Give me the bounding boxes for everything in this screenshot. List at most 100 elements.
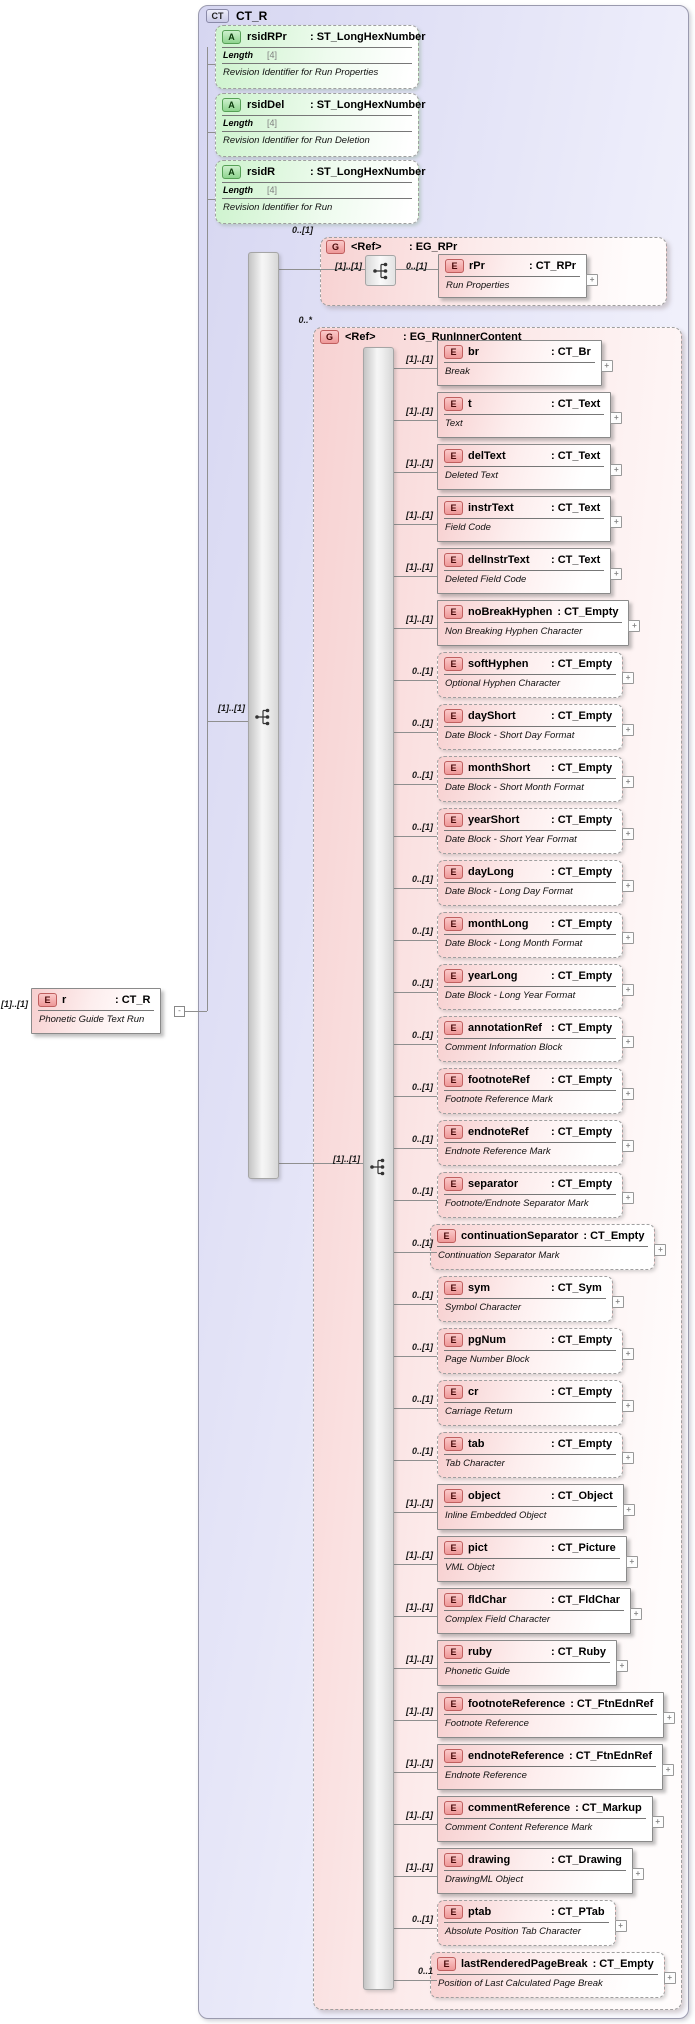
expand-button[interactable]: + xyxy=(622,1348,635,1360)
element-box-footnoteRef[interactable]: E footnoteRef : CT_Empty Footnote Refere… xyxy=(437,1068,635,1114)
connector-line xyxy=(392,888,437,889)
element-header: E drawing : CT_Drawing xyxy=(438,1849,632,1870)
attribute-annotation: Revision Identifier for Run Deletion xyxy=(223,135,370,146)
element-header: E continuationSeparator : CT_Empty xyxy=(431,1225,654,1246)
element-box-footnoteReference[interactable]: E footnoteReference : CT_FtnEdnRef Footn… xyxy=(437,1692,676,1738)
element-box-rPr[interactable]: E rPr : CT_RPr Run Properties + xyxy=(438,254,599,298)
divider xyxy=(444,726,617,727)
element-box-yearShort[interactable]: E yearShort : CT_Empty Date Block - Shor… xyxy=(437,808,635,854)
attribute-box-rsidRPr[interactable]: A rsidRPr : ST_LongHexNumber Length [4] … xyxy=(215,25,426,89)
element-annotation: Deleted Text xyxy=(445,470,498,481)
expand-button[interactable]: + xyxy=(622,724,635,736)
expand-button[interactable]: + xyxy=(628,620,641,632)
expand-button[interactable]: + xyxy=(622,828,635,840)
element-box-r[interactable]: E r : CT_R Phonetic Guide Text Run xyxy=(31,988,162,1034)
element-box-annotationRef[interactable]: E annotationRef : CT_Empty Comment Infor… xyxy=(437,1016,635,1062)
expand-button[interactable]: + xyxy=(586,274,599,286)
element-box-softHyphen[interactable]: E softHyphen : CT_Empty Optional Hyphen … xyxy=(437,652,635,698)
expand-button[interactable]: + xyxy=(622,1400,635,1412)
element-box-ruby[interactable]: E ruby : CT_Ruby Phonetic Guide + xyxy=(437,1640,628,1686)
divider xyxy=(444,778,617,779)
element-box-endnoteRef[interactable]: E endnoteRef : CT_Empty Endnote Referenc… xyxy=(437,1120,635,1166)
element-box-sym[interactable]: E sym : CT_Sym Symbol Character + xyxy=(437,1276,624,1322)
expand-button[interactable]: + xyxy=(663,1712,676,1724)
element-box-object[interactable]: E object : CT_Object Inline Embedded Obj… xyxy=(437,1484,635,1530)
cardinality-label: 0..[1] xyxy=(411,1446,433,1456)
expand-button[interactable]: + xyxy=(631,1868,644,1880)
cardinality-label: [1]..[1] xyxy=(406,1810,433,1820)
expand-button[interactable]: + xyxy=(622,1192,635,1204)
element-box-pict[interactable]: E pict : CT_Picture VML Object + xyxy=(437,1536,638,1582)
element-box-tab[interactable]: E tab : CT_Empty Tab Character + xyxy=(437,1432,635,1478)
element-box-dayLong[interactable]: E dayLong : CT_Empty Date Block - Long D… xyxy=(437,860,635,906)
expand-button[interactable]: + xyxy=(611,1296,624,1308)
sequence-icon xyxy=(365,255,396,286)
element-type: : CT_Empty xyxy=(583,1230,645,1242)
expand-button[interactable]: + xyxy=(600,360,613,372)
element-header: E object : CT_Object xyxy=(438,1485,623,1506)
connector-stub-attr2 xyxy=(207,132,215,133)
expand-button[interactable]: + xyxy=(610,568,623,580)
element-box-endnoteReference[interactable]: E endnoteReference : CT_FtnEdnRef Endnot… xyxy=(437,1744,675,1790)
expand-button[interactable]: + xyxy=(622,984,635,996)
element-box-separator[interactable]: E separator : CT_Empty Footnote/Endnote … xyxy=(437,1172,635,1218)
element-box-fldChar[interactable]: E fldChar : CT_FldChar Complex Field Cha… xyxy=(437,1588,643,1634)
attribute-header: A rsidR : ST_LongHexNumber xyxy=(216,161,426,182)
expand-button[interactable]: + xyxy=(622,776,635,788)
expand-button[interactable]: + xyxy=(610,412,623,424)
element-box-delText[interactable]: E delText : CT_Text Deleted Text + xyxy=(437,444,623,490)
cardinality-label: 0..[1] xyxy=(411,1290,433,1300)
expand-button[interactable]: + xyxy=(622,932,635,944)
element-type: : CT_Drawing xyxy=(551,1854,622,1866)
collapse-toggle[interactable]: - xyxy=(174,1006,185,1017)
expand-button[interactable]: + xyxy=(654,1244,667,1256)
expand-button[interactable]: + xyxy=(622,1036,635,1048)
element-header: E softHyphen : CT_Empty xyxy=(438,653,622,674)
divider xyxy=(222,47,412,48)
expand-button[interactable]: + xyxy=(662,1764,675,1776)
element-icon: E xyxy=(444,865,463,879)
element-box-cr[interactable]: E cr : CT_Empty Carriage Return + xyxy=(437,1380,635,1426)
element-box-drawing[interactable]: E drawing : CT_Drawing DrawingML Object … xyxy=(437,1848,644,1894)
element-box-monthLong[interactable]: E monthLong : CT_Empty Date Block - Long… xyxy=(437,912,635,958)
attribute-box-rsidDel[interactable]: A rsidDel : ST_LongHexNumber Length [4] … xyxy=(215,93,426,157)
element-row: 0..[1] E annotationRef : CT_Empty Commen… xyxy=(0,1016,695,1068)
attribute-box-rsidR[interactable]: A rsidR : ST_LongHexNumber Length [4] Re… xyxy=(215,160,426,224)
element-box-ptab[interactable]: E ptab : CT_PTab Absolute Position Tab C… xyxy=(437,1900,627,1946)
expand-button[interactable]: + xyxy=(616,1660,628,1672)
expand-button[interactable]: + xyxy=(625,1556,638,1568)
expand-button[interactable]: + xyxy=(622,1088,635,1100)
element-box-lastRenderedPageBreak[interactable]: E lastRenderedPageBreak : CT_Empty Posit… xyxy=(430,1952,676,1998)
expand-button[interactable]: + xyxy=(614,1920,627,1932)
element-box-noBreakHyphen[interactable]: E noBreakHyphen : CT_Empty Non Breaking … xyxy=(437,600,641,646)
element-annotation: Break xyxy=(445,366,470,377)
element-box-delInstrText[interactable]: E delInstrText : CT_Text Deleted Field C… xyxy=(437,548,623,594)
expand-button[interactable]: + xyxy=(622,1140,635,1152)
expand-button[interactable]: + xyxy=(610,464,623,476)
element-box-dayShort[interactable]: E dayShort : CT_Empty Date Block - Short… xyxy=(437,704,635,750)
element-box-commentReference[interactable]: E commentReference : CT_Markup Comment C… xyxy=(437,1796,664,1842)
expand-button[interactable]: + xyxy=(622,672,635,684)
element-annotation: DrawingML Object xyxy=(445,1874,523,1885)
element-box-yearLong[interactable]: E yearLong : CT_Empty Date Block - Long … xyxy=(437,964,635,1010)
expand-button[interactable]: + xyxy=(663,1972,676,1984)
expand-button[interactable]: + xyxy=(622,1504,635,1516)
element-icon: E xyxy=(444,657,463,671)
expand-button[interactable]: + xyxy=(622,1452,635,1464)
element-box-instrText[interactable]: E instrText : CT_Text Field Code + xyxy=(437,496,623,542)
expand-button[interactable]: + xyxy=(651,1816,664,1828)
connector-line xyxy=(392,1304,437,1305)
connector-line xyxy=(392,1928,437,1929)
element-box-continuationSeparator[interactable]: E continuationSeparator : CT_Empty Conti… xyxy=(430,1224,667,1270)
element-name: rPr xyxy=(469,260,485,272)
element-box-monthShort[interactable]: E monthShort : CT_Empty Date Block - Sho… xyxy=(437,756,635,802)
choice-icon xyxy=(363,1152,392,1181)
expand-button[interactable]: + xyxy=(630,1608,643,1620)
element-box-t[interactable]: E t : CT_Text Text + xyxy=(437,392,623,438)
element-header: E annotationRef : CT_Empty xyxy=(438,1017,622,1038)
expand-button[interactable]: + xyxy=(622,880,635,892)
expand-button[interactable]: + xyxy=(610,516,623,528)
element-box-pgNum[interactable]: E pgNum : CT_Empty Page Number Block + xyxy=(437,1328,635,1374)
element-box-br[interactable]: E br : CT_Br Break + xyxy=(437,340,613,386)
